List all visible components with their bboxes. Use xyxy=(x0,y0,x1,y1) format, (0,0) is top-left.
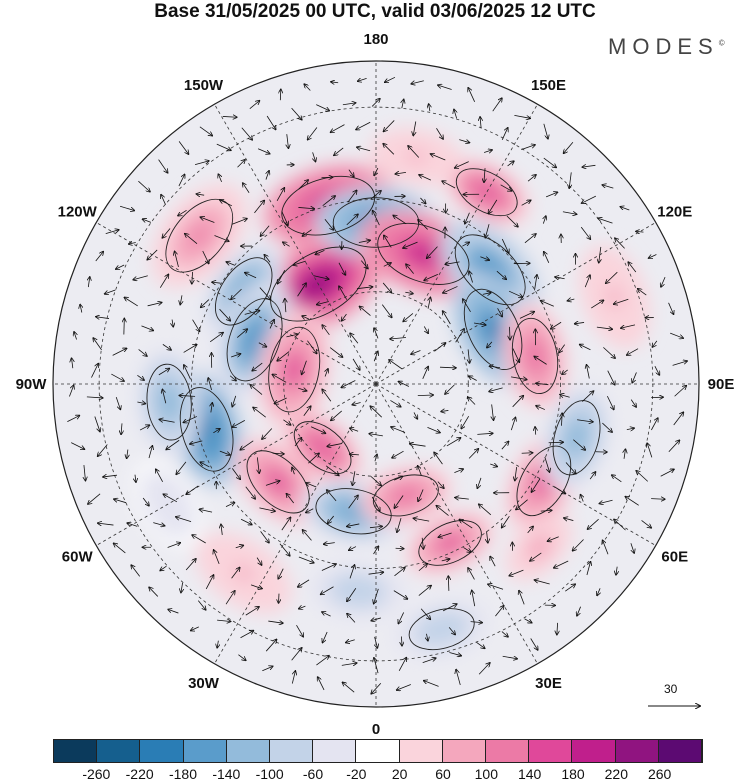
colorbar-swatch xyxy=(356,740,399,762)
wind-arrow xyxy=(549,442,564,443)
colorbar-tick-label: 180 xyxy=(561,766,584,782)
colorbar-tick-label: -20 xyxy=(346,766,366,782)
colorbar-tick-label: 260 xyxy=(648,766,671,782)
longitude-label-lon-180: 180 xyxy=(363,31,388,48)
colorbar-swatch xyxy=(97,740,140,762)
longitude-label-lon-120w: 120W xyxy=(58,204,98,221)
colorbar-swatch xyxy=(400,740,443,762)
longitude-label-lon-120e: 120E xyxy=(657,204,692,221)
longitude-label-lon-30w: 30W xyxy=(188,675,220,692)
colorbar-swatch xyxy=(572,740,615,762)
longitude-label-lon-60e: 60E xyxy=(661,549,688,566)
colorbar-tick-label: 60 xyxy=(435,766,451,782)
colorbar-tick-label: -180 xyxy=(169,766,197,782)
colorbar-swatch xyxy=(54,740,97,762)
wind-arrow xyxy=(651,499,665,500)
colorbar-swatch xyxy=(443,740,486,762)
wind-arrow xyxy=(448,576,449,591)
colorbar-labels: -260 -220 -180 -140 -100 -60 -20 20 60 100 140 180 2… xyxy=(0,766,750,784)
longitude-label-lon-150w: 150W xyxy=(184,77,224,94)
colorbar-swatch xyxy=(659,740,702,762)
colorbar-swatch xyxy=(313,740,356,762)
colorbar xyxy=(53,739,703,763)
colorbar-swatch xyxy=(529,740,572,762)
colorbar-tick-label: -140 xyxy=(212,766,240,782)
reference-vector-label: 30 xyxy=(664,682,677,696)
colorbar-tick-label: 140 xyxy=(518,766,541,782)
colorbar-swatch xyxy=(140,740,183,762)
longitude-label-lon-60w: 60W xyxy=(62,549,94,566)
longitude-label-lon-30e: 30E xyxy=(535,675,562,692)
longitude-label-lon-90w: 90W xyxy=(16,376,48,393)
colorbar-swatch xyxy=(616,740,659,762)
colorbar-tick-label: 220 xyxy=(605,766,628,782)
colorbar-swatch xyxy=(486,740,529,762)
colorbar-tick-label: -220 xyxy=(126,766,154,782)
colorbar-tick-label: -60 xyxy=(303,766,323,782)
colorbar-swatch xyxy=(227,740,270,762)
wind-arrow xyxy=(280,89,281,100)
longitude-label-lon-0: 0 xyxy=(372,721,380,738)
longitude-label-lon-90e: 90E xyxy=(708,376,735,393)
colorbar-swatch xyxy=(270,740,313,762)
colorbar-tick-label: -260 xyxy=(82,766,110,782)
longitude-label-lon-150e: 150E xyxy=(531,77,566,94)
colorbar-swatch xyxy=(184,740,227,762)
colorbar-tick-label: -100 xyxy=(256,766,284,782)
colorbar-tick-label: 20 xyxy=(392,766,408,782)
wind-arrow xyxy=(509,327,510,340)
wind-arrow xyxy=(401,637,402,646)
colorbar-tick-label: 100 xyxy=(475,766,498,782)
